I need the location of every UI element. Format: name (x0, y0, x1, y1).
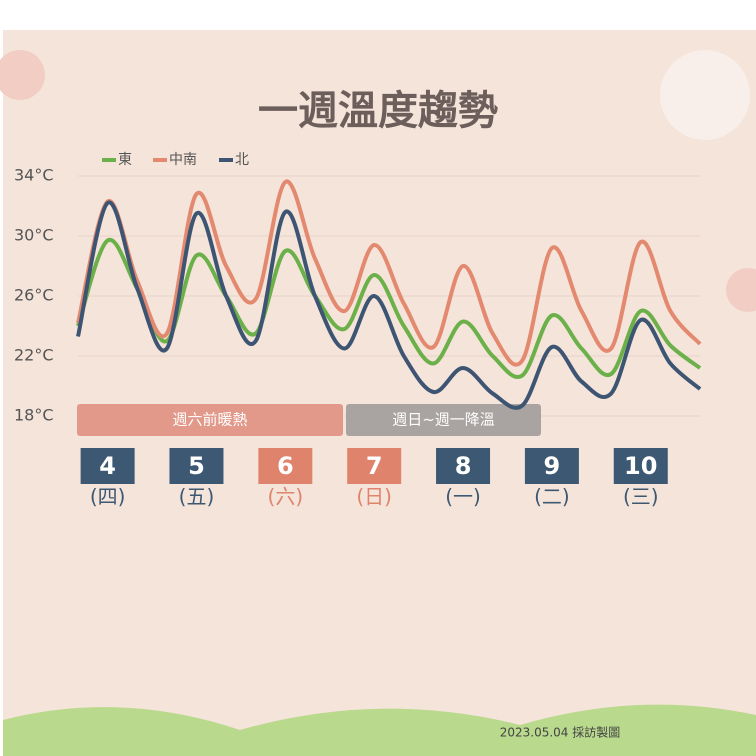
day-box (524, 448, 579, 484)
y-tick-label: 30°C (14, 226, 54, 245)
day-box (347, 448, 402, 484)
day-box (258, 448, 313, 484)
weekday-label: (日) (356, 485, 392, 509)
x-tick-label: 8 (455, 452, 472, 480)
annotation-band (346, 404, 541, 436)
legend-label: 中南 (169, 152, 197, 168)
flower (726, 268, 756, 312)
x-tick-label: 10 (624, 452, 657, 480)
day-box (436, 448, 491, 484)
weekday-label: (五) (179, 485, 215, 509)
background (3, 30, 756, 756)
footer: 2023.05.04 採訪製圖 (500, 725, 621, 740)
x-tick-label: 7 (366, 452, 383, 480)
day-box (169, 448, 224, 484)
legend-label: 北 (235, 152, 249, 168)
series-line (76, 179, 702, 367)
grass (3, 704, 756, 756)
annotation-text: 週日~週一降溫 (392, 411, 495, 429)
chart-title: 一週溫度趨勢 (258, 88, 498, 134)
weekday-label: (四) (90, 485, 126, 509)
weekday-label: (一) (445, 485, 481, 509)
y-tick-label: 34°C (14, 166, 54, 185)
annotation-band (77, 404, 343, 436)
x-tick-label: 5 (188, 452, 205, 480)
x-tick-label: 4 (99, 452, 116, 480)
annotation-text: 週六前暖熱 (172, 411, 247, 429)
y-tick-label: 18°C (14, 406, 54, 425)
day-box (613, 448, 668, 484)
weekday-label: (三) (623, 485, 659, 509)
series-line (76, 200, 702, 410)
weekday-label: (二) (534, 485, 570, 509)
flower (0, 50, 45, 100)
day-box (80, 448, 135, 484)
x-tick-label: 9 (544, 452, 561, 480)
y-tick-label: 22°C (14, 346, 54, 365)
weekday-label: (六) (268, 485, 304, 509)
cloud (660, 50, 750, 140)
y-tick-label: 26°C (14, 286, 54, 305)
legend: 東 中南 北 (102, 152, 249, 168)
x-tick-label: 6 (277, 452, 294, 480)
legend-label: 東 (118, 152, 132, 168)
